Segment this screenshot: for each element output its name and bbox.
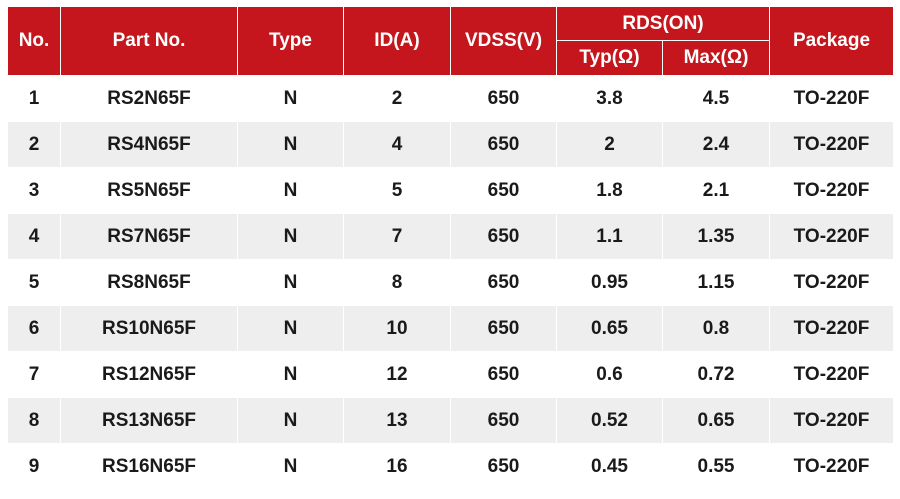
cell-rds-max: 2.1	[662, 167, 770, 214]
cell-id: 7	[343, 213, 451, 260]
cell-type: N	[237, 259, 344, 306]
cell-package: TO-220F	[769, 121, 894, 168]
table-row: 9 RS16N65F N 16 650 0.45 0.55 TO-220F	[7, 443, 894, 490]
cell-vdss: 650	[450, 75, 557, 122]
cell-part-no: RS13N65F	[60, 397, 238, 444]
cell-no: 9	[7, 443, 61, 490]
cell-no: 1	[7, 75, 61, 122]
cell-no: 6	[7, 305, 61, 352]
table-row: 7 RS12N65F N 12 650 0.6 0.72 TO-220F	[7, 351, 894, 398]
cell-rds-typ: 0.6	[556, 351, 663, 398]
cell-vdss: 650	[450, 397, 557, 444]
cell-vdss: 650	[450, 167, 557, 214]
mosfet-spec-table: No. Part No. Type ID(A) VDSS(V) RDS(ON) …	[7, 6, 894, 490]
cell-id: 13	[343, 397, 451, 444]
table-row: 3 RS5N65F N 5 650 1.8 2.1 TO-220F	[7, 167, 894, 214]
cell-id: 8	[343, 259, 451, 306]
cell-vdss: 650	[450, 351, 557, 398]
cell-part-no: RS7N65F	[60, 213, 238, 260]
cell-vdss: 650	[450, 213, 557, 260]
cell-id: 2	[343, 75, 451, 122]
cell-rds-max: 1.15	[662, 259, 770, 306]
cell-type: N	[237, 75, 344, 122]
table-row: 1 RS2N65F N 2 650 3.8 4.5 TO-220F	[7, 75, 894, 122]
cell-rds-typ: 1.1	[556, 213, 663, 260]
cell-vdss: 650	[450, 121, 557, 168]
cell-no: 3	[7, 167, 61, 214]
cell-rds-max: 4.5	[662, 75, 770, 122]
cell-id: 10	[343, 305, 451, 352]
table-row: 6 RS10N65F N 10 650 0.65 0.8 TO-220F	[7, 305, 894, 352]
cell-rds-max: 1.35	[662, 213, 770, 260]
header-rds-max: Max(Ω)	[662, 40, 770, 76]
cell-type: N	[237, 167, 344, 214]
cell-package: TO-220F	[769, 397, 894, 444]
cell-no: 7	[7, 351, 61, 398]
cell-part-no: RS10N65F	[60, 305, 238, 352]
cell-part-no: RS12N65F	[60, 351, 238, 398]
cell-part-no: RS5N65F	[60, 167, 238, 214]
cell-id: 16	[343, 443, 451, 490]
cell-package: TO-220F	[769, 75, 894, 122]
cell-package: TO-220F	[769, 351, 894, 398]
cell-package: TO-220F	[769, 443, 894, 490]
table-row: 8 RS13N65F N 13 650 0.52 0.65 TO-220F	[7, 397, 894, 444]
cell-rds-typ: 0.65	[556, 305, 663, 352]
cell-id: 5	[343, 167, 451, 214]
header-part-no: Part No.	[60, 6, 238, 76]
cell-package: TO-220F	[769, 167, 894, 214]
cell-rds-typ: 0.52	[556, 397, 663, 444]
cell-no: 8	[7, 397, 61, 444]
cell-package: TO-220F	[769, 305, 894, 352]
cell-id: 12	[343, 351, 451, 398]
cell-package: TO-220F	[769, 213, 894, 260]
header-no: No.	[7, 6, 61, 76]
table-header: No. Part No. Type ID(A) VDSS(V) RDS(ON) …	[7, 6, 894, 76]
cell-type: N	[237, 305, 344, 352]
header-package: Package	[769, 6, 894, 76]
cell-no: 4	[7, 213, 61, 260]
cell-rds-typ: 2	[556, 121, 663, 168]
cell-part-no: RS8N65F	[60, 259, 238, 306]
cell-no: 5	[7, 259, 61, 306]
table-row: 2 RS4N65F N 4 650 2 2.4 TO-220F	[7, 121, 894, 168]
table-body: 1 RS2N65F N 2 650 3.8 4.5 TO-220F 2 RS4N65F N 4 650 2…	[7, 75, 894, 490]
cell-rds-max: 0.72	[662, 351, 770, 398]
cell-vdss: 650	[450, 305, 557, 352]
cell-rds-max: 0.55	[662, 443, 770, 490]
cell-rds-max: 0.65	[662, 397, 770, 444]
table-row: 5 RS8N65F N 8 650 0.95 1.15 TO-220F	[7, 259, 894, 306]
cell-package: TO-220F	[769, 259, 894, 306]
cell-vdss: 650	[450, 259, 557, 306]
cell-type: N	[237, 443, 344, 490]
cell-rds-typ: 3.8	[556, 75, 663, 122]
cell-type: N	[237, 397, 344, 444]
table-row: 4 RS7N65F N 7 650 1.1 1.35 TO-220F	[7, 213, 894, 260]
cell-part-no: RS16N65F	[60, 443, 238, 490]
cell-part-no: RS2N65F	[60, 75, 238, 122]
cell-no: 2	[7, 121, 61, 168]
header-rds-on-group: RDS(ON)	[556, 6, 770, 41]
cell-rds-typ: 1.8	[556, 167, 663, 214]
cell-rds-max: 2.4	[662, 121, 770, 168]
header-rds-typ: Typ(Ω)	[556, 40, 663, 76]
cell-vdss: 650	[450, 443, 557, 490]
cell-rds-max: 0.8	[662, 305, 770, 352]
header-vdss: VDSS(V)	[450, 6, 557, 76]
cell-type: N	[237, 213, 344, 260]
cell-rds-typ: 0.45	[556, 443, 663, 490]
header-id: ID(A)	[343, 6, 451, 76]
cell-type: N	[237, 351, 344, 398]
cell-type: N	[237, 121, 344, 168]
cell-rds-typ: 0.95	[556, 259, 663, 306]
cell-part-no: RS4N65F	[60, 121, 238, 168]
cell-id: 4	[343, 121, 451, 168]
header-type: Type	[237, 6, 344, 76]
